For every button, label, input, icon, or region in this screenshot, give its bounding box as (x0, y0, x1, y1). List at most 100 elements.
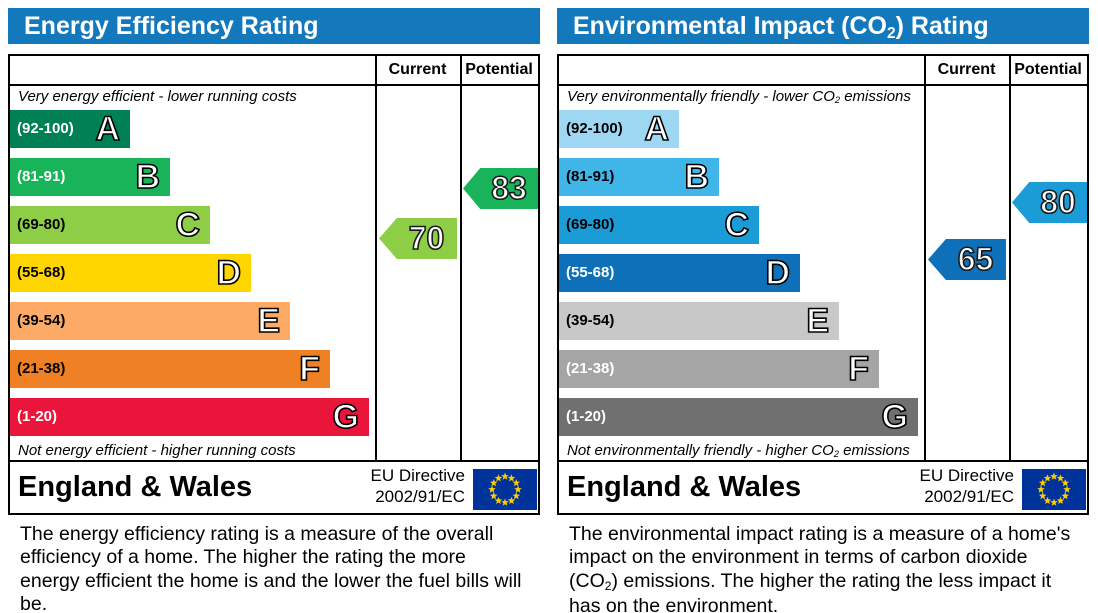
band-range: (39-54) (17, 312, 66, 329)
column-divider (1009, 56, 1011, 460)
band-range: (69-80) (566, 216, 615, 233)
eu-flag-icon (1022, 469, 1086, 510)
band-range: (92-100) (566, 120, 623, 137)
band-range: (55-68) (566, 264, 615, 281)
bottom-caption-subscript: 2 (833, 449, 839, 460)
potential-rating-arrow: 83 (463, 168, 538, 209)
band-row-d: (55-68) D (10, 253, 251, 293)
region-label: England & Wales (567, 471, 802, 503)
band-row-b: (81-91) B (10, 157, 170, 197)
band-letter: F (298, 349, 320, 389)
potential-column-header: Potential (465, 61, 533, 78)
column-divider (375, 56, 377, 460)
eu-directive-label: EU Directive 2002/91/EC (330, 465, 465, 507)
band-letter: G (332, 397, 360, 437)
footer-divider (10, 460, 538, 462)
top-caption-subscript: 2 (834, 95, 841, 106)
bottom-caption: Not energy efficient - higher running co… (18, 442, 296, 459)
eu-directive-line1: EU Directive (370, 466, 465, 485)
footer-divider (559, 460, 1087, 462)
band-letter: C (724, 205, 750, 245)
band-row-c: (69-80) C (559, 205, 759, 245)
band-row-g: (1-20) G (559, 397, 918, 437)
bottom-caption-text: Not environmentally friendly - higher CO (567, 442, 834, 459)
current-column-header: Current (388, 61, 447, 78)
chart-title-post: ) Rating (895, 12, 989, 40)
band-letter: B (135, 157, 161, 197)
eu-directive-line1: EU Directive (919, 466, 1014, 485)
column-divider (924, 56, 926, 460)
band-range: (92-100) (17, 120, 74, 137)
band-range: (55-68) (17, 264, 66, 281)
potential-rating-value: 83 (490, 169, 527, 207)
eu-flag-icon (473, 469, 537, 510)
environmental-title-bar: Environmental Impact (CO2) Rating (557, 8, 1089, 44)
potential-column-header: Potential (1014, 61, 1082, 78)
eu-directive-label: EU Directive 2002/91/EC (879, 465, 1014, 507)
header-divider (10, 84, 538, 86)
bottom-caption: Not environmentally friendly - higher CO… (567, 442, 910, 459)
energy-description: The energy efficiency rating is a measur… (20, 523, 525, 613)
band-row-c: (69-80) C (10, 205, 210, 245)
chart-title-subscript: 2 (886, 24, 896, 42)
environmental-rating-table: Current Potential Very environmentally f… (557, 54, 1089, 515)
bottom-caption-text: Not energy efficient - higher running co… (18, 442, 296, 459)
region-label: England & Wales (18, 471, 253, 503)
band-range: (21-38) (566, 360, 615, 377)
potential-rating-arrow: 80 (1012, 182, 1087, 223)
eu-directive-line2: 2002/91/EC (924, 487, 1014, 506)
current-rating-arrow: 70 (379, 218, 457, 259)
energy-efficiency-section: Energy Efficiency Rating Current Potenti… (8, 8, 540, 613)
band-row-a: (92-100) A (559, 109, 679, 149)
band-letter: E (257, 301, 281, 341)
header-divider (559, 84, 1087, 86)
band-range: (1-20) (566, 408, 607, 425)
band-row-b: (81-91) B (559, 157, 719, 197)
chart-title: Energy Efficiency Rating (24, 12, 319, 40)
energy-title-bar: Energy Efficiency Rating (8, 8, 540, 44)
current-column-header: Current (937, 61, 996, 78)
band-range: (39-54) (566, 312, 615, 329)
environmental-impact-section: Environmental Impact (CO2) Rating Curren… (549, 0, 1098, 613)
energy-rating-table: Current Potential Very energy efficient … (8, 54, 540, 515)
band-letter: D (765, 253, 791, 293)
band-row-a: (92-100) A (10, 109, 130, 149)
band-range: (81-91) (566, 168, 615, 185)
band-row-e: (39-54) E (10, 301, 290, 341)
description-text: The environmental impact rating is a mea… (569, 523, 1071, 592)
band-row-g: (1-20) G (10, 397, 369, 437)
column-divider (460, 56, 462, 460)
bottom-caption-post: emissions (838, 442, 910, 459)
band-letter: A (95, 109, 121, 149)
top-caption: Very environmentally friendly - lower CO… (567, 88, 911, 105)
current-rating-value: 65 (957, 240, 994, 278)
current-rating-value: 70 (408, 219, 445, 257)
band-letter: F (847, 349, 869, 389)
environmental-description: The environmental impact rating is a mea… (569, 523, 1074, 613)
band-letter: E (806, 301, 830, 341)
eu-directive-line2: 2002/91/EC (375, 487, 465, 506)
band-row-e: (39-54) E (559, 301, 839, 341)
top-caption-text: Very environmentally friendly - lower CO (567, 88, 835, 105)
band-row-f: (21-38) F (10, 349, 330, 389)
band-range: (1-20) (17, 408, 58, 425)
top-caption: Very energy efficient - lower running co… (18, 88, 297, 105)
description-text: The energy efficiency rating is a measur… (20, 523, 522, 613)
band-letter: G (881, 397, 909, 437)
chart-title: Environmental Impact (CO (573, 12, 887, 40)
band-row-f: (21-38) F (559, 349, 879, 389)
band-letter: A (644, 109, 670, 149)
band-range: (69-80) (17, 216, 66, 233)
potential-rating-value: 80 (1039, 183, 1076, 221)
band-range: (81-91) (17, 168, 66, 185)
band-row-d: (55-68) D (559, 253, 800, 293)
top-caption-post: emissions (840, 88, 911, 105)
top-caption-text: Very energy efficient - lower running co… (18, 88, 297, 105)
band-letter: B (684, 157, 710, 197)
band-letter: D (216, 253, 242, 293)
description-subscript: 2 (604, 578, 612, 593)
band-range: (21-38) (17, 360, 66, 377)
description-post: ) emissions. The higher the rating the l… (569, 569, 1052, 613)
band-letter: C (175, 205, 201, 245)
